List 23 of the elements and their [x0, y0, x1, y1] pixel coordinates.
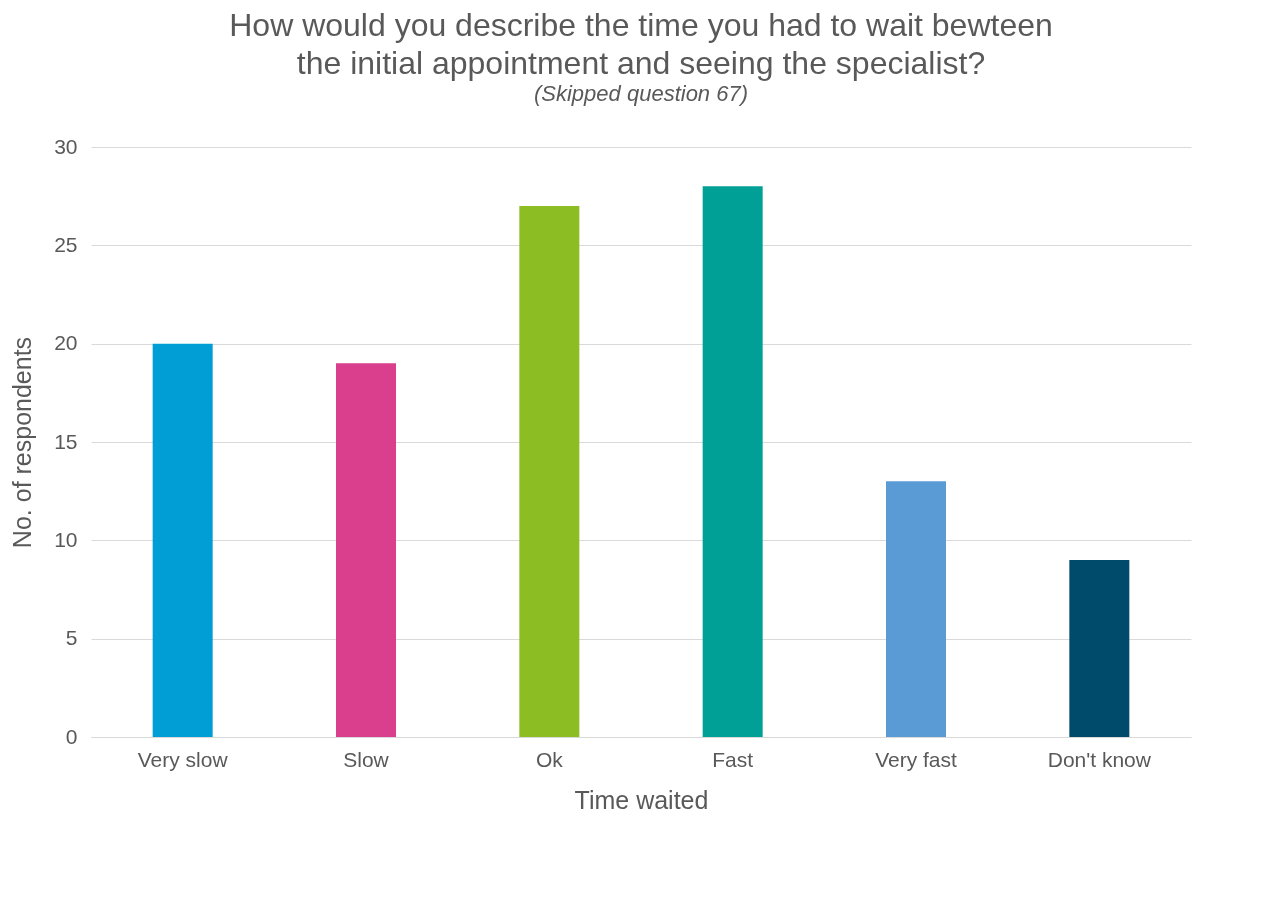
x-tick-label: Slow [343, 747, 390, 771]
x-axis-title: Time waited [574, 785, 709, 814]
chart-title: How would you describe the time you had to wait bewteen the initial appointment and seeing the specialist? [229, 7, 1053, 81]
bar [152, 343, 213, 737]
bar [1069, 560, 1130, 737]
x-tick-label: Ok [535, 747, 564, 771]
y-axis-title: No. of respondents [8, 336, 37, 549]
x-tick-label: Very fast [875, 747, 958, 771]
bar [886, 481, 946, 737]
x-tick-label: Don't know [1047, 747, 1152, 771]
bar [702, 186, 763, 737]
y-tick-label: 20 [54, 331, 78, 355]
y-tick-label: 0 [65, 724, 78, 748]
y-tick-label: 10 [54, 527, 78, 551]
y-tick-label: 25 [54, 232, 78, 256]
bar [336, 363, 396, 737]
y-tick-label: 5 [65, 626, 78, 650]
x-tick-label: Very slow [137, 747, 229, 771]
x-tick-label: Fast [712, 747, 754, 771]
chart-subtitle: (Skipped question 67) [533, 81, 749, 106]
y-tick-label: 15 [54, 429, 78, 453]
y-tick-label: 30 [54, 134, 78, 158]
bar [519, 206, 580, 737]
